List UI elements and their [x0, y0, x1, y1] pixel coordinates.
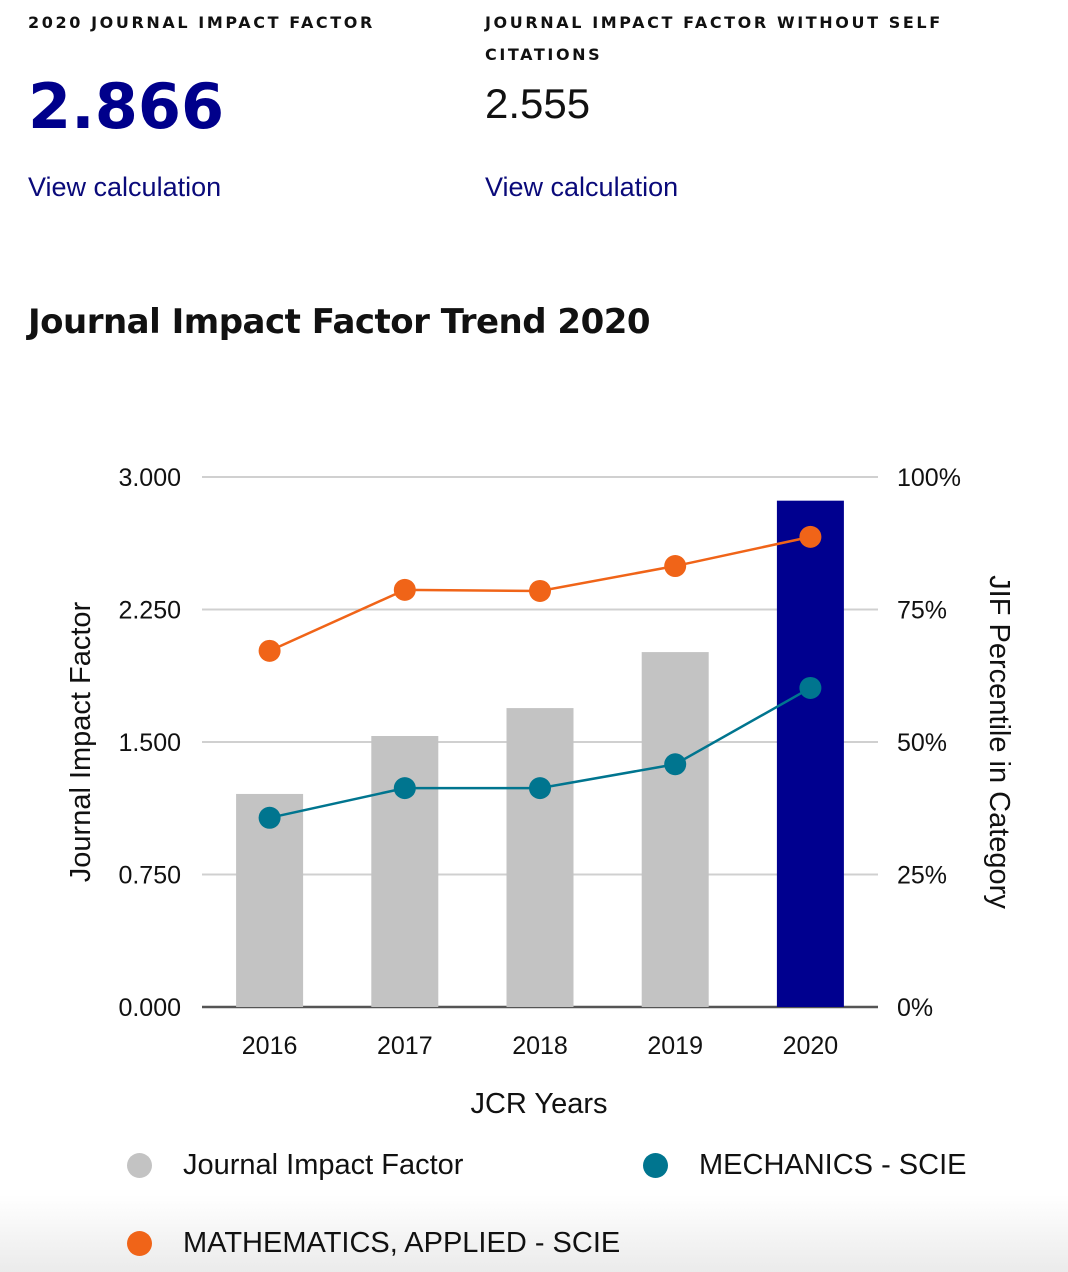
- jif-without-self-citations-label: JOURNAL IMPACT FACTOR WITHOUT SELF CITAT…: [485, 13, 943, 64]
- legend-label: MATHEMATICS, APPLIED - SCIE: [183, 1227, 621, 1259]
- data-point: [529, 777, 551, 800]
- y2-tick-label: 50%: [897, 729, 947, 757]
- x-tick-label: 2016: [242, 1032, 298, 1060]
- data-point: [529, 579, 551, 602]
- x-axis-label: JCR Years: [470, 1088, 607, 1120]
- jif-metric: 2020 JOURNAL IMPACT FACTOR 2.866 View ca…: [28, 0, 448, 202]
- legend-dot-icon: [127, 1153, 152, 1178]
- y-tick-label: 3.000: [118, 464, 181, 492]
- jif-trend-chart: 0.000 0.750 1.500 2.250 3.000 0% 25% 50% 75% 100…: [65, 464, 1015, 1120]
- legend-item-mechanics[interactable]: MECHANICS - SCIE: [643, 1149, 966, 1182]
- y2-tick-label: 100%: [897, 464, 961, 492]
- bar-2018: [506, 708, 574, 1007]
- section-title: Journal Impact Factor Trend 2020: [28, 302, 651, 342]
- y2-tick-label: 0%: [897, 994, 933, 1022]
- x-tick-label: 2017: [377, 1032, 433, 1060]
- y2-tick-label: 25%: [897, 862, 947, 890]
- jif-without-self-citations-value: 2.555: [485, 80, 591, 127]
- x-tick-label: 2018: [512, 1032, 568, 1060]
- data-point: [393, 777, 416, 800]
- view-calculation-link-2[interactable]: View calculation: [485, 172, 679, 202]
- jif-without-self-citations-metric: JOURNAL IMPACT FACTOR WITHOUT SELF CITAT…: [485, 0, 985, 202]
- x-tick-label: 2019: [647, 1032, 703, 1060]
- view-calculation-link[interactable]: View calculation: [28, 172, 222, 202]
- legend-label: MECHANICS - SCIE: [699, 1149, 967, 1181]
- legend-dot-icon: [127, 1231, 152, 1256]
- y2-tick-label: 75%: [897, 597, 947, 625]
- bar-2016: [236, 793, 304, 1007]
- data-point: [799, 525, 822, 548]
- data-point: [258, 639, 281, 662]
- data-point: [258, 806, 281, 829]
- bar-2019: [641, 652, 709, 1007]
- data-point: [799, 676, 822, 699]
- y-tick-label: 2.250: [118, 597, 181, 625]
- legend-label: Journal Impact Factor: [183, 1149, 464, 1181]
- jif-value: 2.866: [28, 70, 225, 143]
- legend-dot-icon: [643, 1153, 668, 1178]
- data-point: [664, 753, 687, 776]
- jif-label: 2020 JOURNAL IMPACT FACTOR: [28, 13, 375, 32]
- x-tick-label: 2020: [783, 1032, 839, 1060]
- legend-item-journal-impact-factor[interactable]: Journal Impact Factor: [127, 1149, 463, 1182]
- data-point: [393, 578, 416, 601]
- y2-axis-label: JIF Percentile in Category: [983, 575, 1015, 909]
- bar-2020: [776, 500, 844, 1007]
- y-tick-label: 0.000: [118, 994, 181, 1022]
- legend-item-mathematics-applied[interactable]: MATHEMATICS, APPLIED - SCIE: [127, 1227, 620, 1260]
- y-tick-label: 1.500: [118, 729, 181, 757]
- bar-2017: [371, 735, 439, 1007]
- y-tick-label: 0.750: [118, 862, 181, 890]
- y-axis-label: Journal Impact Factor: [65, 601, 97, 882]
- data-point: [664, 555, 687, 578]
